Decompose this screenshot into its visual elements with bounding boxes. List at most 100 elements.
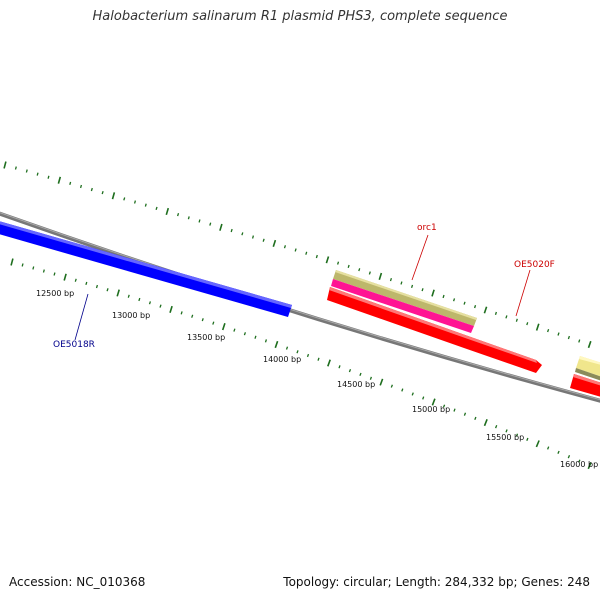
scale-tick	[86, 282, 87, 285]
scale-tick	[558, 333, 559, 336]
scale-tick	[181, 311, 182, 314]
scale-tick	[348, 265, 349, 268]
scale-tick	[328, 360, 330, 367]
gene-label-oe5020f[interactable]: OE5020F	[514, 260, 555, 270]
scale-tick	[37, 173, 38, 176]
scale-tick	[117, 290, 119, 297]
scale-tick	[369, 272, 370, 275]
scale-tick	[160, 305, 161, 308]
scale-tick	[475, 417, 476, 420]
scale-tick	[22, 264, 23, 267]
tick-label: 14500 bp	[337, 380, 375, 389]
scale-tick	[349, 369, 350, 372]
scale-tick	[220, 224, 222, 231]
scale-tick	[170, 306, 172, 313]
scale-tick	[485, 419, 488, 426]
scale-tick	[475, 305, 476, 308]
scale-tick	[91, 188, 92, 191]
accession-text: Accession: NC_010368	[9, 575, 145, 589]
scale-tick	[432, 290, 434, 297]
scale-tick	[11, 259, 13, 266]
scale-tick	[464, 413, 465, 416]
scale-tick	[81, 185, 82, 188]
scale-tick	[145, 204, 146, 207]
topology-summary: Topology: circular; Length: 284,332 bp; …	[283, 575, 590, 589]
scale-tick	[287, 347, 288, 350]
scale-tick	[568, 336, 569, 339]
scale-tick	[242, 232, 243, 235]
scale-tick	[548, 329, 549, 332]
plasmid-backbone	[0, 212, 600, 402]
scale-tick	[496, 425, 497, 428]
scale-tick	[244, 332, 245, 335]
scale-tick	[401, 282, 402, 285]
scale-tick	[26, 170, 27, 173]
gene-label-orc1[interactable]: orc1	[417, 223, 437, 233]
tick-label: 13000 bp	[112, 311, 150, 320]
tick-label: 15000 bp	[412, 405, 450, 414]
scale-tick	[234, 329, 235, 332]
leader-line-oe5018r	[75, 294, 88, 340]
scale-tick	[231, 229, 232, 232]
scale-tick	[97, 285, 98, 288]
scale-tick	[213, 322, 214, 325]
scale-tick	[443, 295, 444, 298]
scale-tick	[4, 162, 6, 169]
scale-tick	[339, 365, 340, 368]
scale-tick	[412, 285, 413, 288]
gene-label-oe5018r[interactable]: OE5018R	[53, 340, 95, 350]
tick-label: 16000 bp	[560, 460, 598, 469]
scale-tick	[506, 430, 507, 433]
scale-tick	[199, 220, 200, 223]
scale-tick	[558, 451, 559, 454]
scale-tick	[273, 240, 275, 247]
scale-tick	[253, 236, 254, 239]
scale-tick	[202, 318, 203, 321]
scale-tick	[484, 307, 486, 314]
scale-tick	[297, 350, 298, 353]
scale-tick	[178, 213, 179, 216]
scale-tick	[316, 255, 317, 258]
scale-tick	[48, 176, 49, 179]
scale-tick	[318, 358, 319, 361]
scale-tick	[44, 270, 45, 273]
scale-tick	[496, 312, 497, 315]
scale-tick	[64, 274, 66, 281]
scale-tick	[516, 319, 517, 322]
scale-tick	[308, 354, 309, 357]
scale-tick	[379, 273, 381, 280]
tick-label: 14000 bp	[263, 355, 301, 364]
scale-tick	[422, 288, 423, 291]
scale-tick	[166, 208, 168, 215]
scale-tick	[16, 167, 17, 170]
scale-tick	[113, 192, 115, 199]
scale-tick	[58, 177, 60, 184]
leader-line-orc1	[412, 235, 428, 280]
scale-tick	[338, 262, 339, 265]
scale-tick	[402, 389, 403, 392]
tick-label: 12500 bp	[36, 289, 74, 298]
scale-tick	[464, 302, 465, 305]
tick-label: 13500 bp	[187, 333, 225, 342]
scale-tick	[128, 295, 129, 298]
scale-tick	[527, 438, 528, 441]
tick-label: 15500 bp	[486, 433, 524, 442]
scale-tick	[548, 447, 549, 450]
scale-tick	[380, 379, 382, 386]
scale-tick	[223, 323, 225, 330]
scale-tick	[360, 373, 361, 376]
scale-tick	[156, 207, 157, 210]
scale-tick	[150, 301, 151, 304]
scale-tick	[536, 441, 539, 447]
scale-tick	[527, 322, 528, 325]
scale-tick	[326, 257, 328, 264]
scale-tick	[506, 315, 507, 318]
scale-tick	[210, 223, 211, 226]
scale-tick	[139, 298, 140, 301]
scale-tick	[537, 324, 539, 331]
scale-tick	[75, 279, 76, 282]
scale-tick	[135, 201, 136, 204]
scale-tick	[391, 385, 392, 388]
scale-tick	[188, 216, 189, 219]
